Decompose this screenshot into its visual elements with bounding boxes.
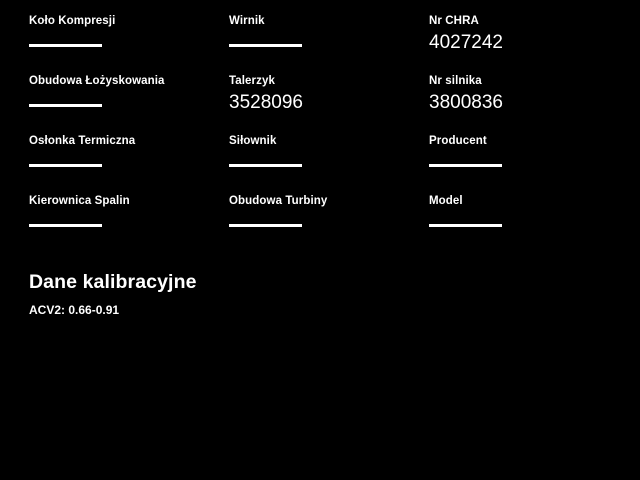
spec-item-kierownica-spalin: Kierownica Spalin	[29, 194, 229, 254]
spec-label: Model	[429, 195, 463, 207]
spec-value: 3528096	[229, 92, 303, 113]
spec-label: Obudowa Turbiny	[229, 195, 328, 207]
spec-label: Obudowa Łożyskowania	[29, 75, 165, 87]
spec-blank-line	[229, 164, 302, 167]
spec-item-producent: Producent	[429, 134, 611, 194]
spec-item-oslonka-termiczna: Osłonka Termiczna	[29, 134, 229, 194]
spec-label: Wirnik	[229, 15, 265, 27]
spec-label: Producent	[429, 135, 487, 147]
spec-label: Koło Kompresji	[29, 15, 116, 27]
spec-item-kolo-kompresji: Koło Kompresji	[29, 14, 229, 74]
spec-label: Nr CHRA	[429, 15, 479, 27]
spec-blank-line	[29, 104, 102, 107]
spec-label: Osłonka Termiczna	[29, 135, 136, 147]
spec-item-wirnik: Wirnik	[229, 14, 429, 74]
spec-blank-line	[429, 164, 502, 167]
spec-label: Siłownik	[229, 135, 277, 147]
spec-value: 3800836	[429, 92, 503, 113]
calibration-row-acv2: ACV2: 0.66-0.91	[29, 303, 120, 317]
spec-label: Talerzyk	[229, 75, 275, 87]
spec-item-nr-chra: Nr CHRA 4027242	[429, 14, 611, 74]
spec-blank-line	[229, 224, 302, 227]
spec-item-nr-silnika: Nr silnika 3800836	[429, 74, 611, 134]
spec-label: Kierownica Spalin	[29, 195, 130, 207]
spec-value: 4027242	[429, 32, 503, 53]
calibration-title: Dane kalibracyjne	[29, 271, 197, 293]
spec-blank-line	[229, 44, 302, 47]
spec-item-silownik: Siłownik	[229, 134, 429, 194]
spec-grid: Koło Kompresji Wirnik Nr CHRA 4027242 Ob…	[29, 14, 611, 254]
spec-item-obudowa-turbiny: Obudowa Turbiny	[229, 194, 429, 254]
spec-label: Nr silnika	[429, 75, 482, 87]
spec-item-talerzyk: Talerzyk 3528096	[229, 74, 429, 134]
spec-item-model: Model	[429, 194, 611, 254]
spec-blank-line	[429, 224, 502, 227]
spec-blank-line	[29, 44, 102, 47]
spec-item-obudowa-lozyskowania: Obudowa Łożyskowania	[29, 74, 229, 134]
calibration-section: Dane kalibracyjne ACV2: 0.66-0.91	[29, 270, 429, 318]
spec-blank-line	[29, 164, 102, 167]
spec-blank-line	[29, 224, 102, 227]
